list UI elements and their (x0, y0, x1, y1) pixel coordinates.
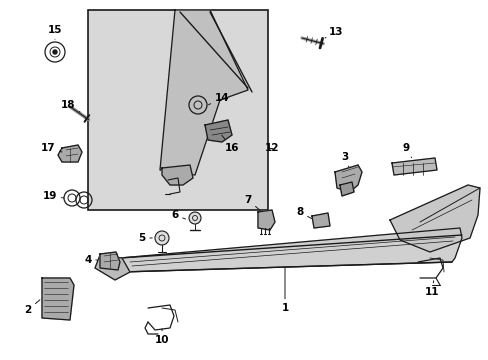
Text: 19: 19 (43, 191, 64, 201)
Text: 9: 9 (402, 143, 411, 158)
Text: 7: 7 (244, 195, 259, 210)
Text: 3: 3 (341, 152, 348, 167)
Polygon shape (120, 228, 461, 272)
Polygon shape (42, 278, 74, 320)
Bar (88, 10, 267, 210)
Text: 13: 13 (325, 27, 343, 38)
Text: 12: 12 (264, 143, 279, 153)
Text: 18: 18 (61, 100, 80, 112)
Polygon shape (162, 165, 193, 185)
Text: 11: 11 (424, 281, 438, 297)
Polygon shape (58, 145, 82, 162)
Polygon shape (258, 210, 274, 230)
Polygon shape (100, 252, 120, 270)
Text: 6: 6 (171, 210, 185, 220)
Text: 10: 10 (154, 329, 169, 345)
Text: 14: 14 (208, 93, 229, 105)
Polygon shape (311, 213, 329, 228)
Polygon shape (160, 10, 247, 175)
Text: 8: 8 (296, 207, 311, 219)
Text: 5: 5 (138, 233, 152, 243)
Polygon shape (334, 165, 361, 192)
Polygon shape (339, 182, 353, 196)
Text: 16: 16 (221, 135, 239, 153)
Text: 17: 17 (41, 143, 62, 153)
Text: 4: 4 (84, 255, 97, 265)
Polygon shape (204, 120, 231, 142)
Text: 15: 15 (48, 25, 62, 39)
Text: 1: 1 (281, 268, 288, 313)
Polygon shape (391, 158, 436, 175)
Text: 2: 2 (24, 300, 40, 315)
Circle shape (53, 50, 57, 54)
Circle shape (189, 212, 201, 224)
Polygon shape (389, 185, 479, 252)
Circle shape (155, 231, 169, 245)
Polygon shape (95, 255, 130, 280)
